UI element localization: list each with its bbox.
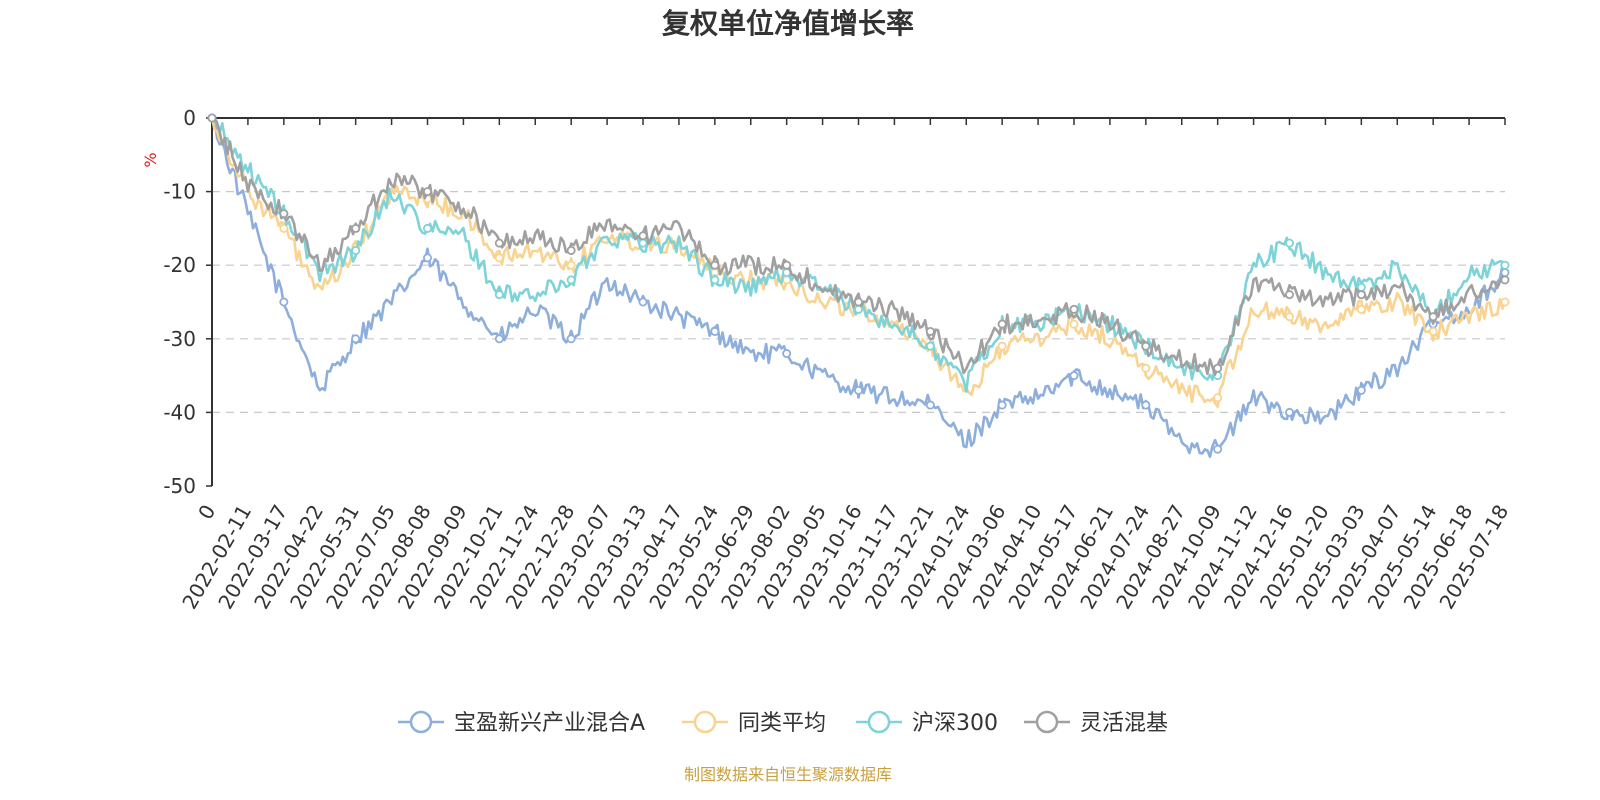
legend-label: 宝盈新兴产业混合A: [454, 711, 645, 736]
legend-item-3[interactable]: 灵活混基: [1024, 710, 1168, 736]
data-point: [494, 253, 504, 263]
legend-label: 同类平均: [738, 711, 826, 736]
data-point: [422, 253, 432, 263]
data-point: [351, 245, 361, 255]
data-point: [710, 275, 720, 285]
data-point: [422, 223, 432, 233]
data-point: [1213, 444, 1223, 454]
data-point: [566, 245, 576, 255]
data-point: [1428, 326, 1438, 336]
legend[interactable]: 宝盈新兴产业混合A 同类平均 沪深300 灵活混基: [398, 710, 1168, 736]
data-point: [494, 334, 504, 344]
y-axis-unit-label: %: [141, 152, 160, 167]
data-point: [279, 223, 289, 233]
data-point: [854, 385, 864, 395]
data-point: [710, 326, 720, 336]
x-axis-tick-labels: 02022-02-112022-03-172022-04-222022-05-3…: [177, 500, 1513, 613]
data-point: [997, 341, 1007, 351]
data-point: [1141, 400, 1151, 410]
y-tick-label: -20: [163, 253, 196, 277]
data-point: [1356, 304, 1366, 314]
legend-item-2[interactable]: 沪深300: [856, 710, 998, 736]
y-tick-label: -50: [163, 474, 196, 498]
legend-marker-icon: [693, 710, 717, 734]
data-point: [1069, 319, 1079, 329]
data-point: [782, 260, 792, 270]
data-point: [638, 231, 648, 241]
chart-title: 复权单位净值增长率: [662, 7, 914, 40]
data-point: [782, 349, 792, 359]
data-point: [854, 297, 864, 307]
y-tick-label: -10: [163, 180, 196, 204]
legend-label: 灵活混基: [1080, 711, 1168, 736]
data-point: [638, 297, 648, 307]
data-point: [1141, 363, 1151, 373]
data-point: [494, 290, 504, 300]
data-point: [1428, 312, 1438, 322]
data-point: [997, 319, 1007, 329]
data-point: [1141, 341, 1151, 351]
data-point: [638, 238, 648, 248]
data-point: [566, 260, 576, 270]
data-point: [351, 223, 361, 233]
series-line: [210, 117, 1507, 393]
data-point: [566, 334, 576, 344]
series-0: [207, 113, 1510, 458]
data-point: [1069, 371, 1079, 381]
data-point: [1500, 297, 1510, 307]
data-point: [1285, 290, 1295, 300]
data-point: [1356, 290, 1366, 300]
data-point: [207, 113, 217, 123]
data-point: [925, 400, 935, 410]
data-point: [351, 334, 361, 344]
y-axis-tick-labels: 0 -10 -20 -30 -40 -50: [163, 106, 196, 498]
data-point: [1213, 393, 1223, 403]
series-lines: [207, 113, 1510, 458]
y-tick-label: 0: [183, 106, 196, 130]
data-point: [1285, 407, 1295, 417]
data-point: [566, 275, 576, 285]
data-point: [1356, 282, 1366, 292]
series-3: [207, 113, 1510, 376]
legend-label: 沪深300: [912, 711, 998, 736]
legend-marker-icon: [1035, 710, 1059, 734]
data-point: [494, 238, 504, 248]
series-line: [212, 116, 1507, 376]
series-line: [211, 116, 1507, 458]
data-point: [279, 209, 289, 219]
data-point: [1285, 238, 1295, 248]
data-point: [1285, 312, 1295, 322]
data-point: [279, 297, 289, 307]
legend-item-1[interactable]: 同类平均: [682, 710, 826, 736]
data-point: [1213, 363, 1223, 373]
data-source-note: 制图数据来自恒生聚源数据库: [684, 765, 892, 784]
series-2: [207, 113, 1510, 393]
y-tick-label: -40: [163, 400, 196, 424]
legend-item-0[interactable]: 宝盈新兴产业混合A: [398, 710, 645, 736]
y-tick-label: -30: [163, 327, 196, 351]
data-point: [1069, 304, 1079, 314]
data-point: [997, 400, 1007, 410]
data-point: [1500, 275, 1510, 285]
data-point: [925, 341, 935, 351]
data-point: [925, 326, 935, 336]
legend-marker-icon: [867, 710, 891, 734]
legend-marker-icon: [409, 710, 433, 734]
x-tick-label: 0: [193, 501, 220, 524]
data-point: [1356, 385, 1366, 395]
data-point: [1500, 260, 1510, 270]
data-point: [710, 260, 720, 270]
data-point: [422, 187, 432, 197]
